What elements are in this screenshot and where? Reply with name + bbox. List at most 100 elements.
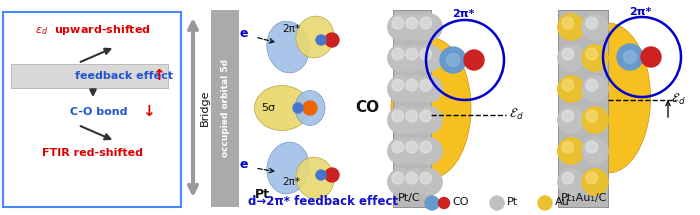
Text: 2π*: 2π* xyxy=(282,24,300,34)
Circle shape xyxy=(402,169,428,195)
Circle shape xyxy=(402,76,428,102)
Text: ↑: ↑ xyxy=(152,69,164,83)
Circle shape xyxy=(582,169,608,195)
Circle shape xyxy=(392,172,404,184)
Circle shape xyxy=(416,76,442,102)
Circle shape xyxy=(562,79,573,91)
Ellipse shape xyxy=(267,142,309,194)
Circle shape xyxy=(402,45,428,71)
Circle shape xyxy=(416,138,442,164)
Circle shape xyxy=(406,79,418,91)
Circle shape xyxy=(420,141,432,153)
Text: Au: Au xyxy=(555,197,570,207)
Circle shape xyxy=(416,14,442,40)
Circle shape xyxy=(582,76,608,102)
Circle shape xyxy=(582,45,608,71)
Circle shape xyxy=(388,76,414,102)
Circle shape xyxy=(420,17,432,29)
Circle shape xyxy=(582,169,608,195)
Circle shape xyxy=(582,138,608,164)
Circle shape xyxy=(388,14,414,40)
Circle shape xyxy=(406,172,418,184)
Circle shape xyxy=(406,79,418,91)
Circle shape xyxy=(416,169,442,195)
Circle shape xyxy=(438,198,449,209)
Circle shape xyxy=(402,14,428,40)
Circle shape xyxy=(402,107,428,133)
Circle shape xyxy=(562,172,573,184)
Circle shape xyxy=(558,107,584,133)
Circle shape xyxy=(624,51,636,63)
Circle shape xyxy=(325,168,339,182)
FancyBboxPatch shape xyxy=(11,64,168,88)
Circle shape xyxy=(425,196,439,210)
Text: d→2π* feedback effect: d→2π* feedback effect xyxy=(248,195,398,208)
Circle shape xyxy=(406,110,418,122)
Text: 5σ: 5σ xyxy=(261,103,275,113)
Circle shape xyxy=(388,107,414,133)
Text: CO: CO xyxy=(355,100,379,115)
Circle shape xyxy=(586,141,598,153)
Text: C-O bond: C-O bond xyxy=(70,107,127,117)
Ellipse shape xyxy=(296,157,334,199)
Circle shape xyxy=(582,138,608,164)
Circle shape xyxy=(406,110,418,122)
FancyBboxPatch shape xyxy=(211,10,239,207)
Circle shape xyxy=(392,79,404,91)
Circle shape xyxy=(416,45,442,71)
Circle shape xyxy=(562,141,573,153)
Ellipse shape xyxy=(295,91,325,126)
Text: Pt: Pt xyxy=(507,197,518,207)
Circle shape xyxy=(392,141,404,153)
Circle shape xyxy=(420,48,432,60)
Circle shape xyxy=(558,169,584,195)
Circle shape xyxy=(582,45,608,71)
Ellipse shape xyxy=(391,38,471,178)
Text: $\mathcal{E}_d$: $\mathcal{E}_d$ xyxy=(509,107,524,122)
Text: Pt: Pt xyxy=(255,188,270,201)
Circle shape xyxy=(558,14,584,40)
FancyBboxPatch shape xyxy=(558,10,608,207)
Circle shape xyxy=(538,196,552,210)
Circle shape xyxy=(558,76,584,102)
Circle shape xyxy=(293,103,303,113)
Circle shape xyxy=(316,170,326,180)
Text: FTIR red-shifted: FTIR red-shifted xyxy=(43,148,144,158)
Circle shape xyxy=(562,48,573,60)
Text: 2π*: 2π* xyxy=(282,177,300,187)
Circle shape xyxy=(558,45,584,71)
Text: Pt/C: Pt/C xyxy=(398,193,421,203)
Circle shape xyxy=(617,44,643,70)
Circle shape xyxy=(586,79,598,91)
Circle shape xyxy=(641,47,661,67)
Circle shape xyxy=(586,79,598,91)
Circle shape xyxy=(416,76,442,102)
Circle shape xyxy=(406,48,418,60)
Text: Bridge: Bridge xyxy=(200,90,210,126)
Circle shape xyxy=(586,172,598,184)
Circle shape xyxy=(388,138,414,164)
Circle shape xyxy=(402,169,428,195)
Circle shape xyxy=(582,14,608,40)
Circle shape xyxy=(558,169,584,195)
Circle shape xyxy=(440,47,466,73)
Circle shape xyxy=(420,17,432,29)
Circle shape xyxy=(582,76,608,102)
FancyBboxPatch shape xyxy=(393,10,431,207)
Circle shape xyxy=(562,110,573,122)
Text: Pt₁Au₁/C: Pt₁Au₁/C xyxy=(561,193,608,203)
Circle shape xyxy=(402,45,428,71)
Text: CO: CO xyxy=(452,197,468,207)
Circle shape xyxy=(402,138,428,164)
Circle shape xyxy=(402,107,428,133)
Circle shape xyxy=(582,107,608,133)
Circle shape xyxy=(406,141,418,153)
Circle shape xyxy=(416,138,442,164)
Circle shape xyxy=(586,110,598,122)
Circle shape xyxy=(562,17,573,29)
Circle shape xyxy=(562,110,573,122)
Circle shape xyxy=(562,48,573,60)
Circle shape xyxy=(420,110,432,122)
Circle shape xyxy=(586,17,598,29)
Circle shape xyxy=(562,172,573,184)
